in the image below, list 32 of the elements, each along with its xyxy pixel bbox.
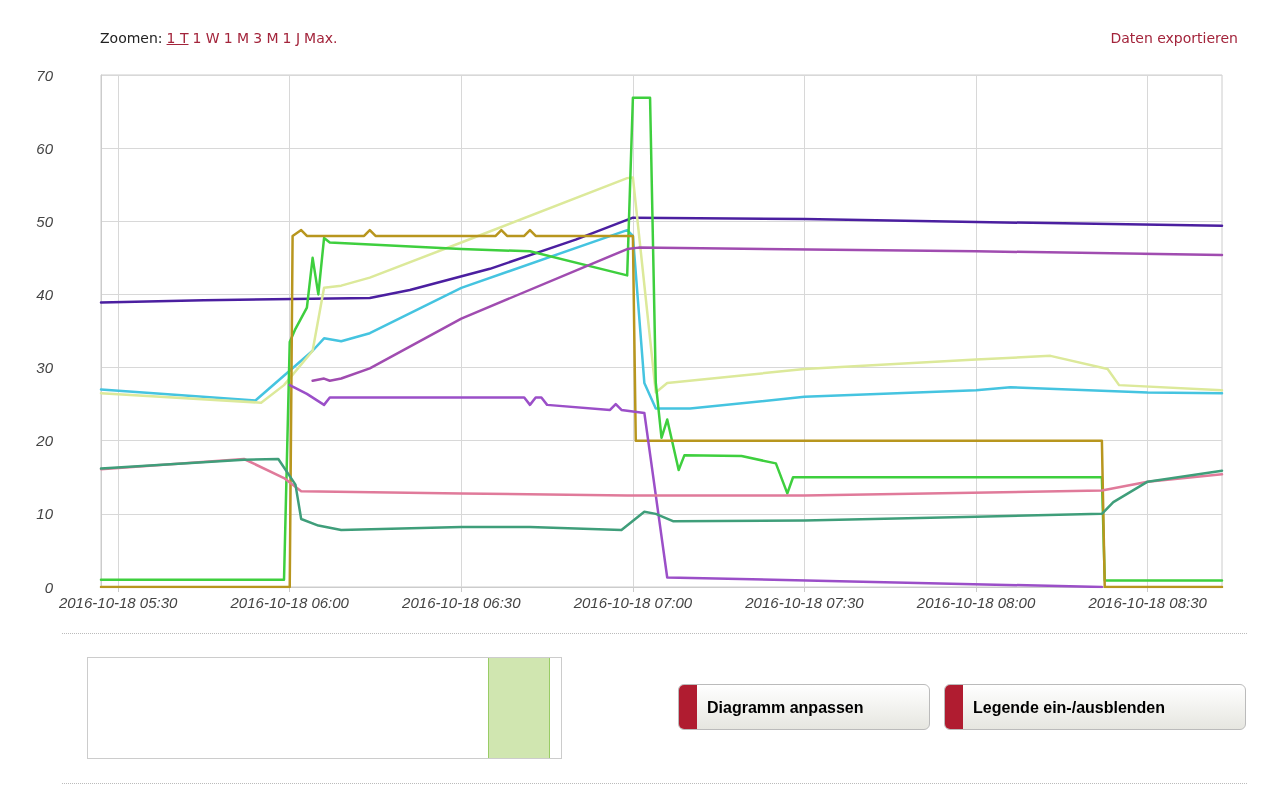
x-tick-label: 2016-10-18 08:30 <box>1087 594 1208 611</box>
x-tick-label: 2016-10-18 07:30 <box>744 594 865 611</box>
line-series <box>99 228 1224 410</box>
x-tick-label: 2016-10-18 08:00 <box>915 594 1036 611</box>
y-tick-label: 20 <box>35 432 54 450</box>
line-series <box>311 246 1224 382</box>
x-tick-label: 2016-10-18 05:30 <box>57 594 179 611</box>
text: 1 T <box>166 30 189 46</box>
text: 1 J <box>282 30 301 46</box>
text: Legende ein-/ausblenden <box>973 699 1166 716</box>
y-tick-label: 10 <box>36 505 54 523</box>
line-series <box>288 383 1104 589</box>
y-tick-label: 50 <box>36 212 54 230</box>
x-tick-label: 2016-10-18 06:30 <box>401 594 522 611</box>
y-tick-label: 0 <box>44 578 54 596</box>
line-series <box>99 216 1224 304</box>
y-tick-label: 40 <box>36 285 54 303</box>
text: Diagramm anpassen <box>707 699 864 716</box>
text: 3 M <box>253 30 279 46</box>
text: Daten exportieren <box>1110 30 1238 46</box>
text: 1 W <box>192 30 220 46</box>
x-tick-label: 2016-10-18 06:00 <box>229 594 350 611</box>
y-tick-label: 60 <box>36 139 54 157</box>
x-tick-label: 2016-10-18 07:00 <box>572 594 693 611</box>
text: Max. <box>304 30 338 46</box>
y-tick-label: 70 <box>36 66 54 84</box>
line-series <box>99 176 1224 404</box>
text: Zoomen: <box>100 30 163 46</box>
line-series <box>99 96 1224 582</box>
line-series <box>99 457 1224 532</box>
y-tick-label: 30 <box>36 359 54 377</box>
text: 1 M <box>223 30 250 46</box>
